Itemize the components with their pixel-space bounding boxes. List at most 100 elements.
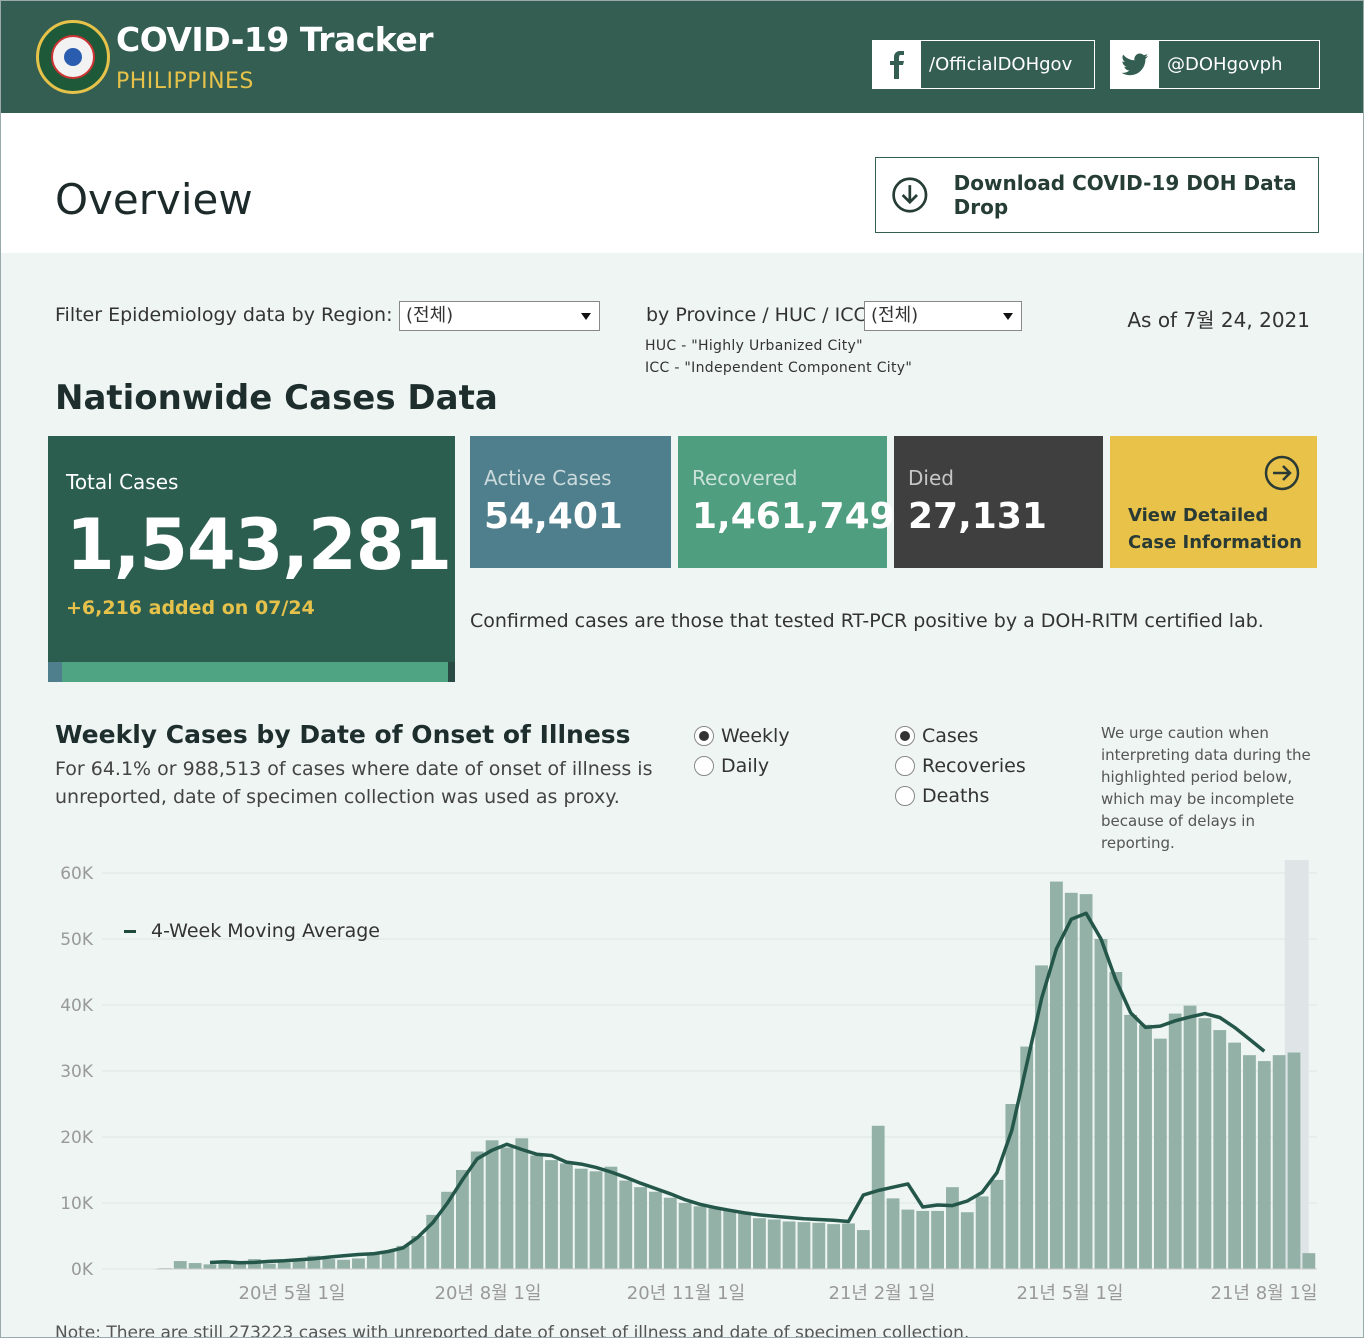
bar-weekly-cases — [1109, 972, 1123, 1269]
bar-weekly-cases — [946, 1187, 959, 1269]
bar-weekly-cases — [693, 1206, 707, 1269]
total-cases-value: 1,543,281 — [66, 504, 452, 586]
radio-deaths[interactable]: Deaths — [895, 785, 989, 807]
moving-average-line — [209, 911, 1266, 1265]
legend-swatch — [124, 929, 136, 933]
y-tick-label: 20K — [60, 1128, 94, 1148]
x-tick-label: 21년 5월 1일 — [1017, 1283, 1124, 1304]
legend-moving-average-label: 4-Week Moving Average — [151, 920, 380, 942]
radio-recoveries[interactable]: Recoveries — [895, 755, 1026, 777]
y-tick-label: 30K — [60, 1062, 94, 1082]
bar-weekly-cases — [559, 1163, 573, 1269]
cases-added-today: +6,216 added on 07/24 — [66, 597, 315, 619]
bar-weekly-cases — [337, 1259, 350, 1269]
bar-weekly-cases — [589, 1171, 603, 1269]
weekly-chart-title: Weekly Cases by Date of Onset of Illness — [55, 720, 631, 749]
y-tick-label: 10K — [60, 1194, 94, 1214]
bar-weekly-cases — [1153, 1038, 1167, 1269]
bar-weekly-cases — [1064, 892, 1078, 1269]
bar-weekly-cases — [366, 1252, 380, 1269]
facebook-icon — [873, 41, 921, 88]
bar-weekly-cases — [1243, 1055, 1256, 1269]
bar-weekly-cases — [886, 1198, 900, 1269]
bar-weekly-cases — [262, 1263, 276, 1269]
bar-weekly-cases — [203, 1264, 217, 1269]
bar-weekly-cases — [1079, 894, 1093, 1269]
recovered-value: 1,461,749 — [692, 496, 895, 537]
y-tick-label: 50K — [60, 930, 94, 950]
bar-weekly-cases — [1020, 1046, 1034, 1269]
active-cases-value: 54,401 — [484, 496, 623, 537]
active-cases-card: Active Cases 54,401 — [470, 436, 671, 568]
bar-weekly-cases — [233, 1262, 247, 1269]
active-cases-label: Active Cases — [484, 466, 612, 490]
radio-cases[interactable]: Cases — [895, 725, 978, 747]
radio-button — [694, 726, 714, 746]
radio-weekly[interactable]: Weekly — [694, 725, 790, 747]
region-select[interactable]: (전체) — [399, 301, 600, 331]
huc-note: HUC - "Highly Urbanized City" — [645, 338, 863, 354]
active-share-segment — [48, 662, 62, 682]
view-detailed-label: View Detailed Case Information — [1128, 502, 1302, 556]
radio-daily[interactable]: Daily — [694, 755, 769, 777]
arrow-right-circle-icon — [1264, 455, 1300, 491]
page-title: Overview — [55, 175, 253, 224]
app-header: COVID-19 Tracker PHILIPPINES /OfficialDO… — [0, 0, 1364, 113]
bar-weekly-cases — [767, 1219, 781, 1269]
bar-weekly-cases — [738, 1212, 751, 1269]
bar-weekly-cases — [485, 1140, 499, 1269]
total-cases-card: Total Cases 1,543,281 +6,216 added on 07… — [48, 436, 455, 682]
as-of-date: As of 7월 24, 2021 — [1127, 308, 1310, 332]
died-card: Died 27,131 — [894, 436, 1103, 568]
bar-weekly-cases — [426, 1214, 440, 1269]
radio-button — [895, 726, 915, 746]
bar-weekly-cases — [723, 1209, 737, 1269]
bar-weekly-cases — [990, 1179, 1004, 1269]
bar-weekly-cases — [470, 1151, 484, 1269]
bar-weekly-cases — [500, 1147, 514, 1269]
bar-weekly-cases — [1287, 1052, 1301, 1269]
bar-weekly-cases — [827, 1224, 841, 1269]
radio-recoveries-label: Recoveries — [922, 755, 1026, 777]
facebook-link[interactable]: /OfficialDOHgov — [872, 40, 1095, 89]
download-label: Download COVID-19 DOH Data Drop — [953, 171, 1297, 219]
total-cases-label: Total Cases — [66, 470, 179, 494]
view-detailed-case-button[interactable]: View Detailed Case Information — [1110, 436, 1317, 568]
bar-weekly-cases — [396, 1245, 410, 1269]
bar-weekly-cases — [1094, 939, 1108, 1269]
dropdown-arrow-icon — [1003, 313, 1013, 320]
twitter-link[interactable]: @DOHgovph — [1110, 40, 1320, 89]
bar-weekly-cases — [782, 1221, 796, 1269]
bar-weekly-cases — [456, 1170, 469, 1269]
bar-weekly-cases — [634, 1187, 647, 1269]
x-tick-label: 20년 5월 1일 — [239, 1283, 346, 1304]
radio-cases-label: Cases — [922, 725, 979, 747]
radio-weekly-label: Weekly — [721, 725, 790, 747]
bar-weekly-cases — [1198, 1018, 1212, 1269]
x-tick-label: 20년 11월 1일 — [627, 1283, 745, 1304]
bar-weekly-cases — [322, 1259, 336, 1269]
bar-weekly-cases — [1124, 1014, 1138, 1269]
icc-note: ICC - "Independent Component City" — [645, 360, 913, 376]
province-select[interactable]: (전체) — [864, 301, 1022, 331]
bar-weekly-cases — [797, 1222, 811, 1269]
bar-weekly-cases — [1257, 1061, 1271, 1269]
radio-daily-label: Daily — [721, 755, 770, 777]
view-detailed-line1: View Detailed — [1128, 505, 1269, 526]
bar-weekly-cases — [1228, 1042, 1241, 1269]
bar-weekly-cases — [1035, 965, 1048, 1269]
bar-weekly-cases — [931, 1210, 944, 1269]
bar-weekly-cases — [188, 1263, 202, 1269]
bar-weekly-cases — [604, 1166, 618, 1269]
bar-weekly-cases — [352, 1258, 365, 1269]
download-icon — [892, 177, 928, 213]
region-select-value: (전체) — [406, 305, 454, 326]
download-data-drop-button[interactable]: Download COVID-19 DOH Data Drop — [875, 157, 1319, 233]
bar-weekly-cases — [1183, 1005, 1197, 1269]
bar-weekly-cases — [381, 1250, 395, 1269]
y-tick-label: 60K — [60, 864, 94, 884]
province-filter-label: by Province / HUC / ICC: — [646, 304, 874, 326]
bar-weekly-cases — [812, 1222, 826, 1269]
bar-weekly-cases — [277, 1262, 291, 1269]
bar-weekly-cases — [678, 1203, 692, 1269]
